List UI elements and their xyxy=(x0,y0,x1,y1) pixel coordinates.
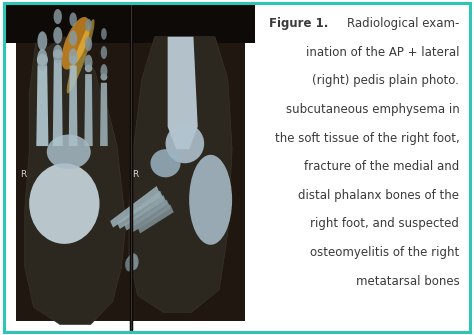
Text: the soft tissue of the right foot,: the soft tissue of the right foot, xyxy=(274,132,459,144)
Ellipse shape xyxy=(100,64,108,78)
Ellipse shape xyxy=(29,163,100,244)
Ellipse shape xyxy=(37,54,48,65)
Ellipse shape xyxy=(53,50,62,59)
Text: right foot, and suspected: right foot, and suspected xyxy=(310,217,459,230)
Ellipse shape xyxy=(67,19,95,93)
Text: R: R xyxy=(20,170,26,179)
Ellipse shape xyxy=(62,17,90,70)
Ellipse shape xyxy=(189,155,232,245)
Text: fracture of the medial and: fracture of the medial and xyxy=(304,160,459,173)
Ellipse shape xyxy=(69,30,77,46)
Text: metatarsal bones: metatarsal bones xyxy=(356,275,459,287)
Ellipse shape xyxy=(101,28,107,40)
Text: Figure 1.: Figure 1. xyxy=(269,17,328,30)
Ellipse shape xyxy=(100,46,107,59)
Bar xyxy=(6,4,255,43)
Text: distal phalanx bones of the: distal phalanx bones of the xyxy=(298,189,459,202)
Ellipse shape xyxy=(69,12,77,26)
Ellipse shape xyxy=(127,254,137,270)
Ellipse shape xyxy=(85,19,92,31)
Text: subcutaneous emphysema in: subcutaneous emphysema in xyxy=(285,103,459,116)
Ellipse shape xyxy=(69,48,78,65)
Text: ination of the AP + lateral: ination of the AP + lateral xyxy=(306,46,459,59)
Ellipse shape xyxy=(37,31,47,51)
Ellipse shape xyxy=(125,258,132,271)
Ellipse shape xyxy=(53,45,63,63)
Polygon shape xyxy=(53,60,63,146)
Ellipse shape xyxy=(37,49,47,71)
Ellipse shape xyxy=(47,135,91,169)
Polygon shape xyxy=(129,37,232,312)
Polygon shape xyxy=(36,65,48,146)
Polygon shape xyxy=(110,186,162,227)
Polygon shape xyxy=(84,74,93,146)
Polygon shape xyxy=(124,195,168,230)
Polygon shape xyxy=(100,83,108,146)
Ellipse shape xyxy=(85,65,92,72)
Polygon shape xyxy=(25,37,126,324)
Ellipse shape xyxy=(100,73,108,80)
Text: R: R xyxy=(132,170,139,179)
Text: osteomyelitis of the right: osteomyelitis of the right xyxy=(310,246,459,259)
Polygon shape xyxy=(138,204,174,233)
Ellipse shape xyxy=(127,256,136,271)
Polygon shape xyxy=(131,200,171,232)
Ellipse shape xyxy=(69,56,77,64)
Ellipse shape xyxy=(165,124,204,163)
Polygon shape xyxy=(69,65,78,146)
Ellipse shape xyxy=(54,9,62,24)
Polygon shape xyxy=(168,37,198,149)
Polygon shape xyxy=(117,191,164,229)
Ellipse shape xyxy=(150,149,181,177)
Ellipse shape xyxy=(126,257,134,271)
Text: (right) pedis plain photo.: (right) pedis plain photo. xyxy=(312,74,459,87)
Ellipse shape xyxy=(84,55,92,71)
Text: Radiological exam-: Radiological exam- xyxy=(347,17,459,30)
Ellipse shape xyxy=(85,37,92,51)
Ellipse shape xyxy=(53,27,62,44)
Ellipse shape xyxy=(128,253,139,270)
